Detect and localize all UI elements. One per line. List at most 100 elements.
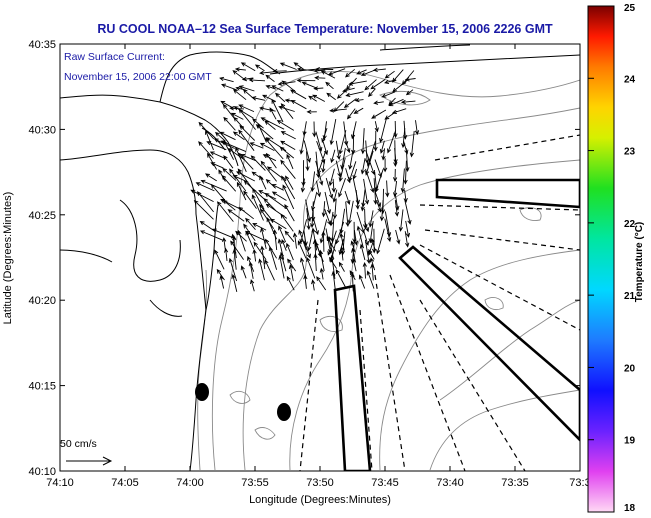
current-vector (206, 141, 227, 151)
current-vector (305, 199, 312, 223)
current-vector (320, 70, 336, 79)
x-tick-label: 73:3 (569, 477, 590, 489)
colorbar-tick-label: 24 (624, 74, 636, 85)
current-vector (237, 229, 246, 252)
current-vector (199, 230, 224, 241)
current-vector (275, 92, 286, 103)
current-vector (280, 140, 296, 150)
y-tick-label: 40:10 (28, 466, 56, 478)
coast-long-island (379, 44, 471, 51)
current-vector (236, 181, 247, 201)
current-vector (371, 109, 387, 119)
bathy-shoal-5 (484, 297, 504, 311)
current-vector (219, 131, 236, 141)
current-vector (229, 168, 247, 192)
current-vector (250, 279, 255, 292)
current-vector (360, 158, 366, 175)
bathy-contour-6 (429, 389, 580, 471)
current-vector (285, 175, 294, 190)
current-vector (345, 68, 355, 78)
current-vector (338, 177, 346, 198)
current-vector (332, 189, 338, 203)
current-vector (329, 119, 337, 146)
current-vector (227, 148, 245, 160)
current-vector (352, 168, 358, 180)
current-vector (276, 119, 295, 131)
current-vector (392, 168, 398, 183)
x-tick-label: 74:10 (46, 477, 74, 489)
current-vector (368, 88, 376, 97)
current-vector (312, 217, 319, 236)
current-vector (271, 191, 287, 201)
current-vector (223, 155, 234, 169)
current-vector (281, 175, 296, 200)
current-vector (227, 209, 245, 222)
coast-inner-3 (60, 249, 113, 263)
current-vector (376, 228, 385, 255)
current-vector (258, 258, 265, 281)
current-vector (237, 152, 254, 170)
current-vector (331, 178, 336, 193)
current-vector (364, 220, 370, 233)
current-vector (215, 131, 226, 142)
current-vector (249, 142, 264, 149)
x-tick-label: 73:40 (436, 477, 464, 489)
map-background (60, 44, 580, 471)
current-vector (230, 112, 244, 120)
current-vector (223, 247, 229, 261)
current-vector (299, 257, 307, 279)
sector-line-5 (419, 299, 526, 471)
sector-line-1 (299, 299, 319, 471)
current-vector (216, 201, 234, 222)
bathy-contour-2 (242, 107, 580, 471)
current-vector (360, 69, 376, 77)
current-vector (348, 150, 354, 170)
current-vector (238, 108, 256, 130)
current-vector (228, 257, 238, 282)
current-vector (303, 240, 311, 259)
beam-east (435, 178, 580, 209)
x-tick-label: 73:35 (501, 477, 529, 489)
surface-current-vectors (190, 62, 420, 293)
current-vector (311, 227, 318, 251)
current-vector (326, 92, 336, 101)
colorbar-tick-label: 25 (624, 3, 636, 14)
current-vector (381, 91, 396, 98)
beam-south (333, 284, 372, 471)
current-vector (272, 229, 278, 251)
bathy-shoal-6 (519, 207, 542, 221)
current-vector (338, 157, 346, 183)
current-vector (255, 124, 274, 140)
current-vector (269, 218, 287, 230)
current-vector (198, 121, 215, 140)
current-vector (393, 147, 398, 165)
sector-line-4 (389, 274, 466, 471)
colorbar-ticks: 25 24 23 22 21 20 19 18 (588, 3, 636, 514)
current-vector (356, 225, 364, 249)
current-vector (303, 274, 308, 289)
current-vector (348, 80, 367, 86)
current-vector (230, 240, 244, 260)
current-vector (221, 83, 237, 91)
current-vector (277, 238, 285, 260)
current-vector (316, 276, 327, 291)
y-tick-label: 40:25 (28, 210, 56, 222)
current-vector (288, 264, 294, 282)
current-vector (279, 62, 297, 70)
current-vector (368, 248, 375, 260)
current-vector (330, 149, 336, 164)
current-vector (278, 225, 287, 243)
current-vector (296, 78, 316, 83)
current-vector (360, 128, 366, 155)
current-vector (400, 168, 405, 193)
bathy-shoal-2 (229, 390, 251, 404)
current-vector (298, 229, 307, 251)
current-vector (232, 248, 237, 270)
current-vector (271, 98, 284, 123)
current-vector (319, 219, 328, 244)
current-vector (359, 243, 366, 261)
y-axis-label: Latitude (Degrees:Minutes) (2, 192, 14, 325)
current-vector (240, 62, 256, 72)
current-vector (248, 261, 254, 279)
